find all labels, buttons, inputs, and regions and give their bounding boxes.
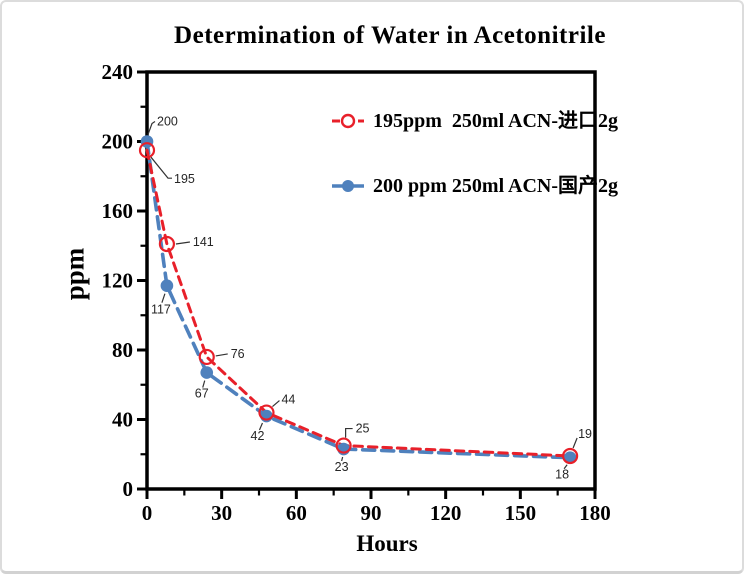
y-tick-label: 80	[112, 338, 133, 362]
y-tick-label: 0	[123, 477, 134, 501]
chart-title: Determination of Water in Acetonitrile	[174, 22, 606, 49]
point-value-label: 25	[356, 422, 370, 436]
x-tick-label: 90	[361, 501, 382, 525]
data-point-imported	[158, 235, 176, 253]
annotation-leader	[161, 293, 166, 303]
y-tick-label: 240	[102, 60, 134, 84]
x-tick-label: 180	[579, 501, 611, 525]
point-value-label: 19	[578, 427, 592, 441]
x-axis-label: Hours	[356, 531, 418, 556]
legend-marker-filled-circle-icon	[332, 180, 364, 192]
point-value-label: 76	[231, 347, 245, 361]
data-point-imported	[138, 142, 156, 159]
data-point-domestic	[160, 279, 174, 293]
annotation-leader	[150, 156, 172, 179]
data-point-domestic	[200, 366, 214, 379]
point-value-label: 67	[195, 387, 209, 401]
data-point-imported	[198, 348, 215, 366]
annotation-leader	[563, 464, 568, 470]
x-tick-label: 30	[211, 501, 232, 525]
legend-label-domestic: 200 ppm 250ml ACN-国产2g	[373, 175, 619, 197]
x-tick-label: 60	[286, 501, 307, 525]
legend-label-imported: 195ppm 250ml ACN-进口2g	[373, 110, 619, 132]
x-tick-label: 120	[430, 501, 462, 525]
point-value-label: 141	[193, 235, 214, 249]
annotation-leader	[175, 241, 190, 245]
plot-frame	[145, 70, 597, 491]
data-point-domestic	[563, 451, 577, 465]
point-value-label: 195	[174, 172, 195, 186]
legend-item-domestic: 200 ppm 250ml ACN-国产2g	[330, 174, 618, 198]
data-point-imported	[258, 404, 275, 421]
y-tick-label: 160	[102, 199, 134, 223]
legend-item-imported: 195ppm 250ml ACN-进口2g	[330, 109, 618, 133]
point-value-label: 117	[151, 303, 171, 317]
annotation-leader	[272, 400, 280, 408]
y-tick-label: 120	[102, 269, 134, 293]
point-value-label: 42	[251, 429, 265, 443]
annotation-leader	[215, 353, 228, 357]
annotation-leader	[147, 121, 156, 135]
point-value-label: 18	[555, 468, 569, 482]
y-tick-label: 200	[102, 130, 134, 154]
x-tick-label: 0	[142, 501, 153, 525]
series-line-domestic	[145, 139, 572, 460]
point-value-label: 200	[157, 115, 178, 129]
point-value-label: 44	[281, 393, 295, 407]
x-tick-label: 150	[505, 501, 537, 525]
annotation-leader	[202, 380, 206, 388]
series-line-imported	[145, 148, 572, 458]
data-point-imported	[562, 447, 579, 465]
annotation-leader	[572, 437, 578, 449]
annotation-leader	[345, 427, 353, 438]
annotation-leader	[258, 422, 264, 431]
y-tick-label: 40	[112, 408, 133, 432]
legend-marker-open-circle-icon	[332, 113, 364, 129]
point-value-label: 23	[335, 460, 349, 474]
annotation-leader	[341, 456, 344, 462]
data-point-imported	[335, 437, 352, 454]
